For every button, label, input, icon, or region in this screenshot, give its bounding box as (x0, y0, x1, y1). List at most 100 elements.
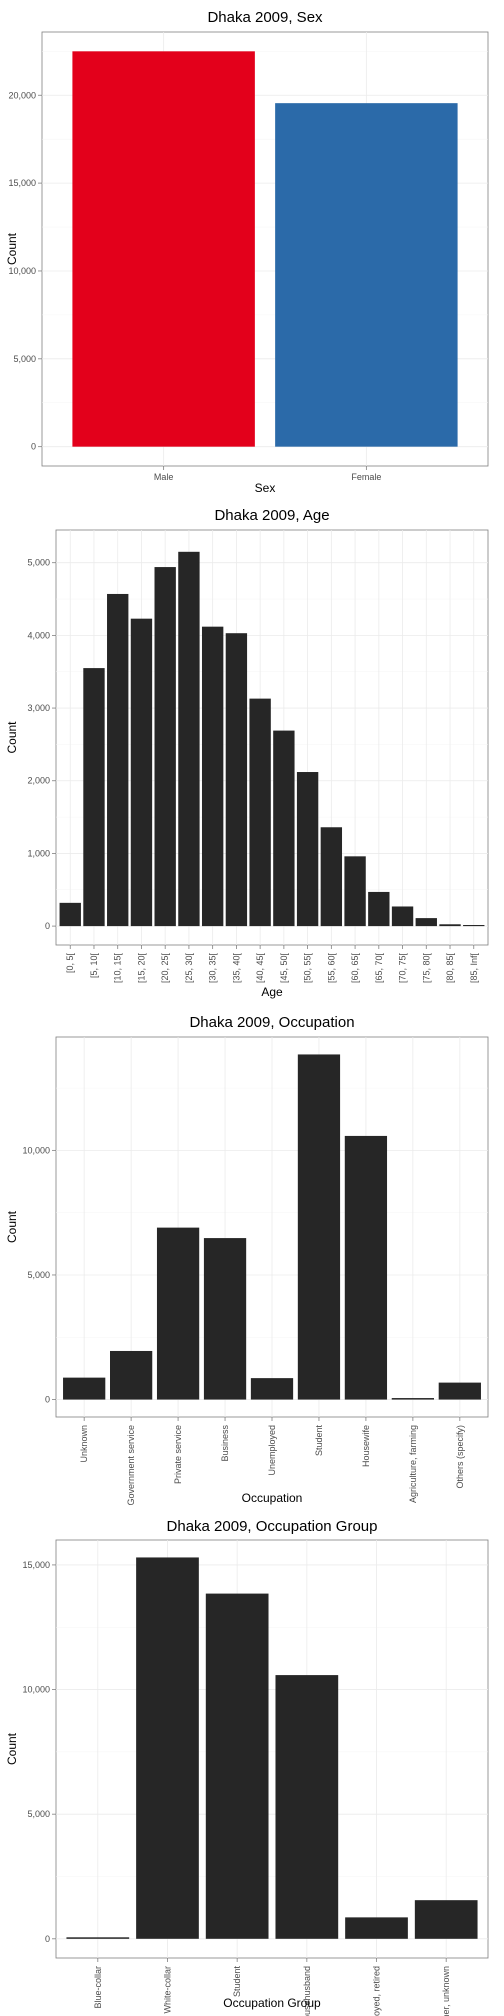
sex-bar-chart: Dhaka 2009, Sex 0 5,000 10,000 15,000 20,000 M… (5, 9, 489, 495)
x-tick-label: Other, unknown (441, 1966, 451, 2016)
x-tick-label: Business (220, 1425, 230, 1462)
y-tick-label: 20,000 (8, 90, 36, 100)
y-tick-label: 15,000 (22, 1560, 50, 1570)
x-tick-label: Others (specify) (455, 1425, 465, 1489)
bar (320, 827, 343, 927)
x-tick-label: Government service (126, 1425, 136, 1506)
bar (344, 1135, 388, 1400)
y-tick-label: 5,000 (27, 1809, 50, 1819)
y-tick-label: 10,000 (22, 1685, 50, 1695)
bar (297, 1054, 341, 1400)
bar (66, 1937, 130, 1939)
occupation-bar-chart: Dhaka 2009, Occupation 0 5,000 10,000 Unknow… (5, 1014, 489, 1506)
x-tick-label: [35, 40[ (231, 953, 241, 984)
bar (72, 51, 255, 447)
y-tick-label: 0 (45, 1934, 50, 1944)
y-tick-label: 4,000 (27, 630, 50, 640)
plot-panel (55, 1539, 489, 1959)
x-tick-label: Unemployed, retired (372, 1966, 382, 2016)
chart-title: Dhaka 2009, Occupation (189, 1014, 354, 1031)
chart-title: Dhaka 2009, Sex (207, 9, 323, 26)
x-tick-label: [20, 25[ (160, 953, 170, 984)
x-tick-label: Student (314, 1425, 324, 1457)
y-tick-label: 0 (31, 442, 36, 452)
x-tick-label: Female (351, 472, 381, 482)
x-tick-label: [85, Inf[ (469, 953, 479, 984)
y-tick-label: 3,000 (27, 703, 50, 713)
x-tick-label: [15, 20[ (136, 953, 146, 984)
x-tick-label: [75, 80[ (421, 953, 431, 984)
chart-title: Dhaka 2009, Age (214, 507, 329, 524)
bar (130, 618, 153, 927)
bar (63, 1377, 106, 1400)
bar (415, 918, 437, 927)
bar (275, 103, 458, 447)
y-tick-label: 1,000 (27, 848, 50, 858)
x-tick-label: Student (232, 1966, 242, 1998)
x-tick-label: [80, 85[ (445, 953, 455, 984)
bar (156, 1227, 200, 1400)
x-tick-label: [5, 10[ (89, 953, 99, 979)
x-tick-label: [55, 60[ (326, 953, 336, 984)
y-axis-title: Count (5, 721, 19, 754)
x-tick-label: Male (154, 472, 174, 482)
bar (110, 1350, 153, 1400)
x-tick-label: Unemployed (267, 1425, 277, 1476)
x-tick-label: [65, 70[ (374, 953, 384, 984)
age-bar-chart: Dhaka 2009, Age 0 1,000 2,000 3,000 4,000 5,00… (5, 507, 489, 999)
y-tick-label: 0 (45, 921, 50, 931)
bar (438, 1382, 481, 1400)
bar (136, 1557, 199, 1939)
y-axis-title: Count (5, 1732, 19, 1765)
bar (59, 902, 81, 927)
bar (225, 633, 248, 927)
x-tick-label: Unknown (79, 1425, 89, 1463)
bar (414, 1900, 478, 1939)
bar (249, 698, 271, 927)
occupation-group-bar-chart: Dhaka 2009, Occupation Group 0 5,000 10,000… (5, 1518, 489, 2016)
x-tick-label: White-collar (162, 1966, 172, 2014)
y-axis-title: Count (5, 232, 19, 265)
bar (107, 593, 129, 927)
y-tick-label: 10,000 (22, 1145, 50, 1155)
x-tick-label: [25, 30[ (184, 953, 194, 984)
bar (205, 1593, 269, 1939)
x-axis-title: Occupation (242, 1491, 303, 1505)
bar (296, 772, 319, 927)
bar (250, 1378, 294, 1400)
bar (83, 668, 105, 927)
y-tick-label: 5,000 (13, 354, 36, 364)
y-tick-label: 0 (45, 1395, 50, 1405)
x-tick-label: Agriculture, farming (408, 1425, 418, 1503)
bar (391, 906, 414, 927)
x-axis-title: Occupation Group (223, 1996, 321, 2010)
x-tick-label: [0, 5[ (65, 953, 75, 974)
bar (273, 730, 295, 927)
x-tick-label: [50, 55[ (303, 953, 313, 984)
y-tick-label: 10,000 (8, 266, 36, 276)
bar (368, 891, 390, 927)
bar (439, 924, 461, 927)
x-tick-label: [10, 15[ (113, 953, 123, 984)
y-tick-label: 5,000 (27, 558, 50, 568)
x-axis-title: Age (261, 985, 283, 999)
x-tick-label: Housewife (361, 1425, 371, 1467)
x-tick-label: [60, 65[ (350, 953, 360, 984)
y-tick-label: 15,000 (8, 178, 36, 188)
x-tick-label: [70, 75[ (398, 953, 408, 984)
x-tick-label: Housewife, househusband (302, 1966, 312, 2016)
bar (463, 925, 485, 927)
x-tick-label: Private service (173, 1425, 183, 1484)
bar (203, 1238, 247, 1400)
bar (275, 1675, 339, 1939)
y-tick-label: 5,000 (27, 1270, 50, 1280)
x-axis-title: Sex (255, 481, 276, 495)
chart-title: Dhaka 2009, Occupation Group (167, 1518, 378, 1535)
x-tick-label: [30, 35[ (208, 953, 218, 984)
y-tick-label: 2,000 (27, 776, 50, 786)
y-axis-title: Count (5, 1210, 19, 1243)
bar (201, 626, 224, 927)
x-tick-label: [45, 50[ (279, 953, 289, 984)
bar (154, 567, 176, 927)
